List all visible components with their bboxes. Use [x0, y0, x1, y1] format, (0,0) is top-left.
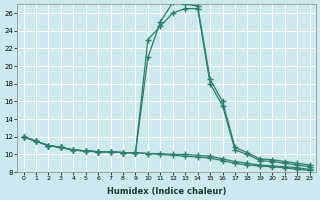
X-axis label: Humidex (Indice chaleur): Humidex (Indice chaleur) [107, 187, 226, 196]
